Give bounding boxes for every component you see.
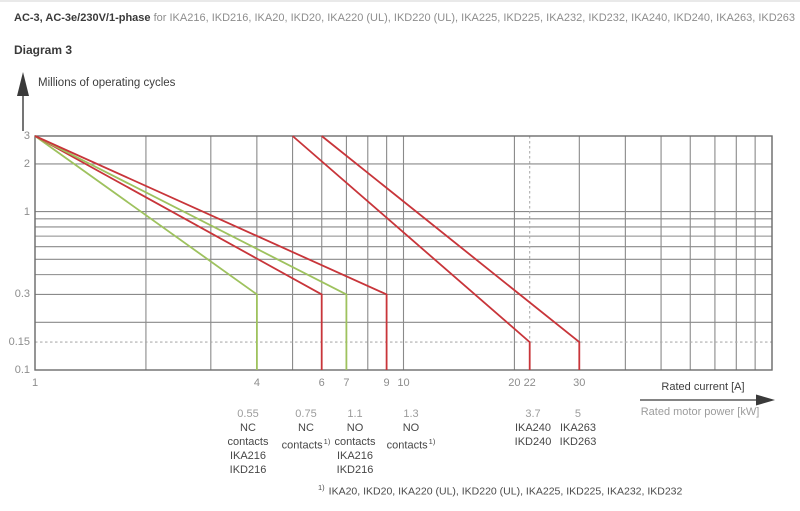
y-tick-label-3: 3 (23, 130, 30, 142)
header-model-list: for IKA216, IKD216, IKA20, IKD20, IKA220… (150, 12, 796, 24)
annotation-column-nc-ika216: 0.55 NC contacts IKA216 IKD216 (228, 407, 269, 477)
annotation-contact-word: contacts (334, 436, 376, 448)
y-tick-label-0.3: 0.3 (14, 288, 30, 301)
annotation-model: IKD263 (559, 436, 597, 448)
x-tick-label-7: 7 (343, 377, 350, 389)
y-tick-label-2: 2 (23, 157, 30, 170)
x-tick-label-30: 30 (573, 377, 586, 389)
annotation-contact-type: NO (402, 422, 420, 434)
y-axis-arrow-icon (17, 72, 29, 131)
curve-no-ika216 (34, 135, 348, 370)
x-tick-label-22: 22 (523, 377, 536, 389)
annotation-column-nc-group1: 0.75 NC contacts1) (282, 407, 331, 453)
annotation-power-kw: 3.7 (525, 408, 541, 420)
annotation-column-no-ika216: 1.1 NO contacts IKA216 IKD216 (335, 407, 376, 477)
footnote: 1) IKA20, IKD20, IKA220 (UL), IKD220 (UL)… (318, 483, 682, 498)
diagram-title: Diagram 3 (14, 43, 73, 57)
annotation-power-kw: 1.3 (403, 408, 419, 420)
y-axis-title: Millions of operating cycles (38, 77, 176, 89)
y-tick-label-1: 1 (23, 205, 30, 218)
annotation-power-kw: 0.55 (237, 408, 259, 420)
x-tick-label-10: 10 (397, 377, 410, 389)
x-tick-label-9: 9 (383, 377, 390, 389)
annotation-model: IKA216 (336, 450, 374, 462)
annotation-power-kw: 1.1 (347, 408, 363, 420)
plot-frame (34, 135, 773, 371)
annotation-model: IKA263 (559, 422, 597, 434)
annotation-model: IKD216 (229, 464, 267, 476)
annotation-model: IKD216 (336, 464, 374, 476)
annotation-contact-word: contacts1) (281, 437, 331, 452)
x-tick-label-4: 4 (253, 377, 260, 389)
annotation-contact-type: NC (298, 422, 314, 434)
annotation-contact-word: contacts1) (386, 437, 436, 452)
header-title: AC-3, AC-3e/230V/1-phase (14, 12, 151, 24)
footnote-text: IKA20, IKD20, IKA220 (UL), IKD220 (UL), … (328, 485, 683, 498)
annotation-footnote-marker: 1) (323, 437, 331, 446)
annotation-column-ika263: 5 IKA263 IKD263 (560, 407, 597, 449)
footnote-marker: 1) (318, 483, 325, 492)
x-tick-label-6: 6 (318, 377, 325, 389)
x-axis-current-title: Rated current [A] (661, 381, 745, 393)
curve-nc-group1 (34, 135, 323, 370)
annotation-column-ika240: 3.7 IKA240 IKD240 (515, 407, 552, 449)
curve-no-group1 (34, 135, 388, 370)
x-axis-power-title: Rated motor power [kW] (640, 406, 760, 418)
curve-nc-ika216 (34, 135, 258, 370)
annotation-model: IKD240 (514, 436, 552, 448)
curve-ika263 (321, 135, 581, 370)
curve-ika240 (292, 135, 531, 370)
annotation-contact-type: NC (240, 422, 256, 434)
y-tick-label-0.1: 0.1 (14, 364, 30, 376)
annotation-contact-word: contacts (227, 436, 269, 448)
annotation-column-no-group1: 1.3 NO contacts1) (387, 407, 436, 453)
grid (34, 135, 773, 371)
annotation-power-kw: 5 (574, 408, 582, 420)
y-tick-label-0.15: 0.15 (8, 336, 30, 349)
x-tick-label-1: 1 (31, 377, 39, 389)
annotation-model: IKA216 (229, 450, 267, 462)
annotation-model: IKA240 (514, 422, 552, 434)
page-header: AC-3, AC-3e/230V/1-phase for IKA216, IKD… (14, 12, 795, 24)
x-axis-arrow-icon (640, 394, 775, 406)
annotation-footnote-marker: 1) (428, 437, 436, 446)
x-tick-label-20: 20 (508, 377, 521, 389)
annotation-contact-type: NO (346, 422, 364, 434)
annotation-power-kw: 0.75 (295, 408, 317, 420)
